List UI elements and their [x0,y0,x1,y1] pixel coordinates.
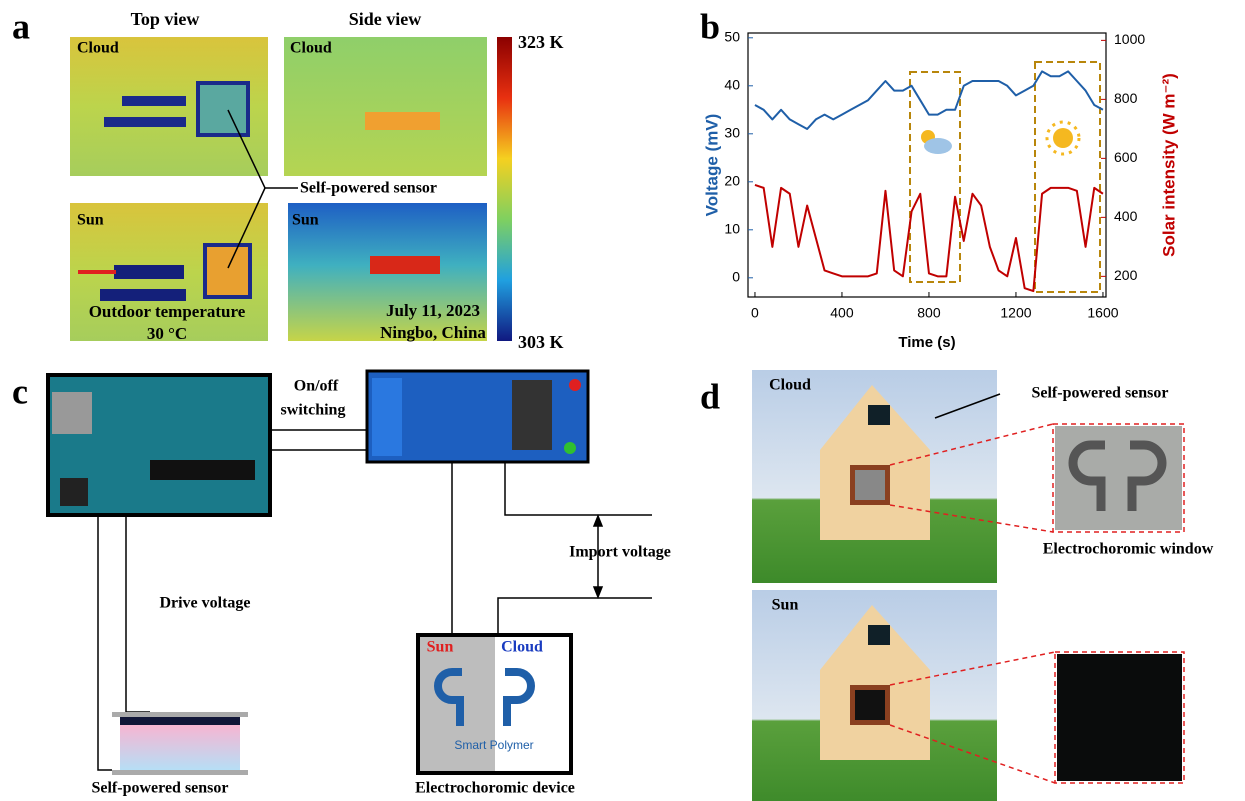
condition-label: Sun [292,212,319,229]
callout: Self-powered sensor [1031,385,1168,402]
board-part [150,460,255,480]
sun-icon [1047,122,1079,154]
x-tick-label: 1200 [1000,305,1031,321]
highlight-box [910,72,960,282]
image-detail [114,265,184,279]
data-line [755,71,1103,129]
relay-led [569,379,581,391]
colorbar-label: 303 K [518,332,564,352]
y-tick-label: 30 [724,125,740,141]
note: July 11, 2023 [386,301,480,320]
image-detail [104,117,186,127]
image-detail [205,245,250,297]
y-tick-label: 50 [724,29,740,45]
condition-label: Sun [77,212,104,229]
colorbar-label: 323 K [518,32,564,52]
sun-icon [1053,128,1073,148]
device-state: Sun [427,639,454,656]
panel-label: a [12,6,30,46]
wiring [98,515,112,770]
colorbar [497,37,512,341]
relay-led [564,442,576,454]
board-part [60,478,88,506]
chart: Voltage (mV) Solar intensity (W m⁻²) Tim… [702,29,1178,351]
y2-axis-title: Solar intensity (W m⁻²) [1159,73,1178,257]
relay-part [512,380,552,450]
photo [868,405,890,425]
y-tick-label: 0 [732,269,740,285]
label: Drive voltage [159,595,250,612]
image-detail [365,112,440,130]
note: Ningbo, China [380,323,486,342]
y2-tick-label: 1000 [1114,31,1145,47]
x-tick-label: 400 [830,305,854,321]
image-detail [100,289,186,301]
note: Outdoor temperature [89,302,246,321]
relay-terminal [372,378,402,456]
x-tick-label: 1600 [1087,305,1118,321]
sensor-layer [112,770,248,775]
y-tick-label: 20 [724,173,740,189]
wiring [594,516,602,526]
x-axis-title: Time (s) [898,334,955,351]
wiring [594,587,602,597]
wiring [498,598,652,635]
inset-photo [1057,654,1182,781]
label: Electrochoromic window [1043,541,1214,558]
y2-tick-label: 200 [1114,267,1138,283]
y-axis-title: Voltage (mV) [702,114,721,217]
sensor-layer [120,717,240,725]
inset-photo [1055,426,1182,530]
label: Self-powered sensor [91,780,228,797]
photo [868,625,890,645]
image-detail [370,256,440,274]
wiring [126,515,150,712]
y2-tick-label: 400 [1114,208,1138,224]
thermal-image [284,37,487,176]
condition-label: Cloud [769,377,811,394]
condition-label: Cloud [77,40,119,57]
panel-label: c [12,371,28,411]
photo [855,690,885,720]
cloud-icon [924,138,952,154]
label: Electrochoromic device [415,780,575,797]
y2-tick-label: 800 [1114,90,1138,106]
y-tick-label: 40 [724,77,740,93]
condition-label: Sun [772,597,799,614]
photo [855,470,885,500]
wiring [505,462,652,515]
callout: Self-powered sensor [300,180,437,197]
figure: a Top view Side view 323 K 303 K Cloud C… [0,0,1245,801]
label: switching [281,402,346,419]
image-detail [78,270,116,274]
data-line [755,185,1103,291]
panel-label: d [700,376,720,416]
y2-tick-label: 600 [1114,149,1138,165]
sensor-layer [112,712,248,717]
device-state: Cloud [501,639,543,656]
cloud-icon [921,130,952,154]
heading: Side view [349,9,422,29]
condition-label: Cloud [290,40,332,57]
sensor-layer [120,725,240,770]
photo [752,370,997,801]
logo-text: Smart Polymer [454,738,533,752]
image-detail [198,83,248,135]
y-tick-label: 10 [724,221,740,237]
note: 30 °C [147,324,187,343]
heading: Top view [131,9,200,29]
image-detail [122,96,186,106]
label: Import voltage [569,544,671,561]
x-tick-label: 0 [751,305,759,321]
x-tick-label: 800 [917,305,941,321]
board-part [52,392,92,434]
label: On/off [294,378,339,395]
panel-label: b [700,6,720,46]
